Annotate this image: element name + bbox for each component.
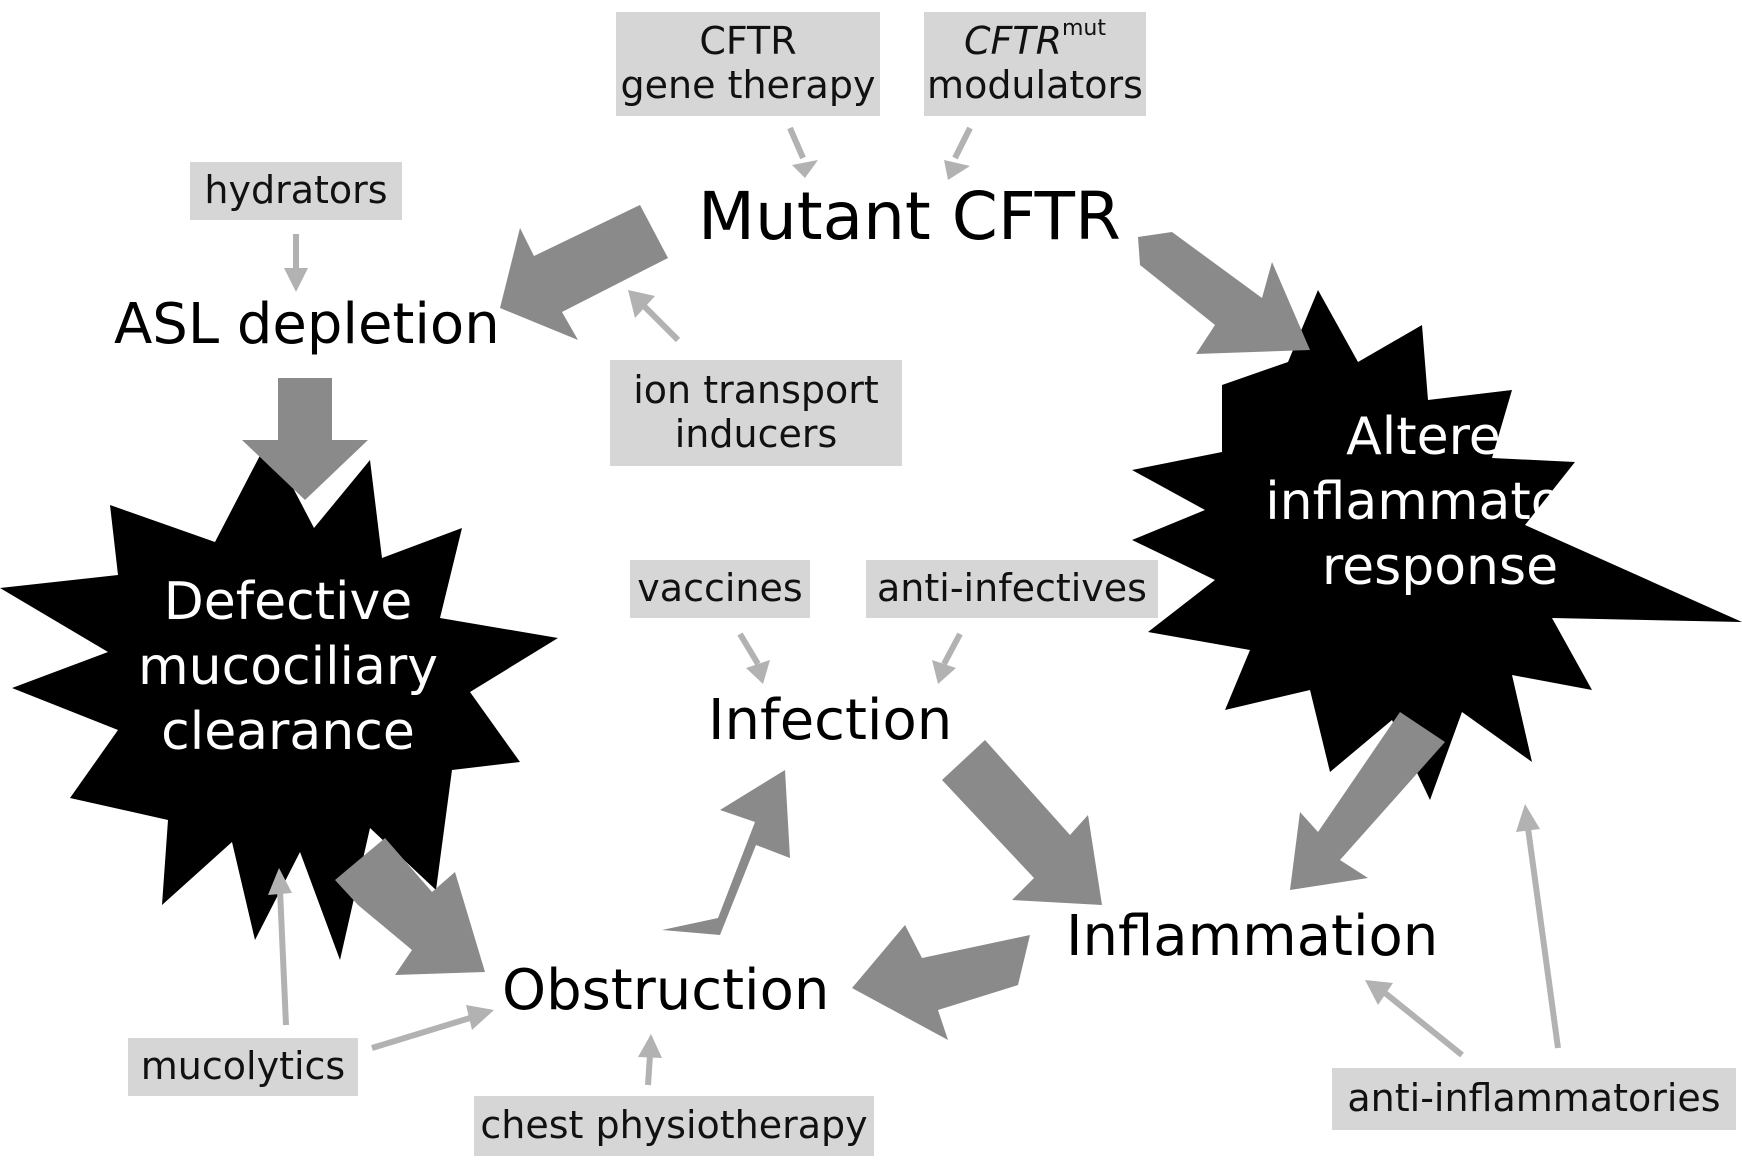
therapy-label-line: CFTR [699, 19, 797, 64]
node-asl-depletion: ASL depletion [114, 292, 500, 357]
node-mutant-cftr: Mutant CFTR [698, 178, 1121, 255]
node-defective-mucociliary-clearance: Defective mucociliary clearance [98, 570, 478, 765]
starburst-label-line: response [1321, 537, 1559, 597]
starburst-label-line: Defective [163, 572, 413, 632]
small-arrows [268, 126, 1561, 1086]
node-obstruction: Obstruction [502, 958, 830, 1023]
therapy-label-line: ion transport [633, 368, 879, 413]
therapy-label-line: gene therapy [620, 63, 876, 107]
therapy-hydrators: hydrators [190, 162, 402, 220]
starburst-label-line: inflammatory [1265, 472, 1615, 532]
therapy-chest-physiotherapy: chest physiotherapy [474, 1096, 874, 1156]
arrow-asl-to-defective [242, 378, 368, 500]
node-infection: Infection [708, 688, 953, 753]
therapy-cftr-gene-therapy: CFTR gene therapy [616, 12, 880, 116]
starburst-label-line: mucociliary [138, 637, 438, 697]
arrow-altered-to-inflammation [1290, 712, 1445, 890]
arrow-defective-to-obstruction [335, 838, 485, 975]
starburst-label-line: clearance [161, 702, 415, 762]
gene-name: CFTR [963, 19, 1062, 64]
therapy-ion-transport-inducers: ion transport inducers [610, 360, 902, 466]
starburst-altered-response [1132, 290, 1742, 800]
superscript-mut: mut [1062, 15, 1106, 41]
arrow-obstruction-to-infection [662, 770, 790, 935]
node-inflammation: Inflammation [1066, 904, 1439, 969]
arrow-inflammation-to-obstruction [852, 925, 1030, 1040]
big-arrows [242, 205, 1445, 1040]
therapy-label-line: CFTRmut [963, 16, 1106, 64]
arrow-mutant-to-asl [500, 205, 668, 340]
therapy-anti-inflammatories: anti-inflammatories [1332, 1068, 1736, 1130]
therapy-anti-infectives: anti-infectives [866, 560, 1158, 618]
therapy-label-line: modulators [927, 63, 1143, 107]
therapy-mucolytics: mucolytics [128, 1038, 358, 1096]
therapy-label-line: inducers [674, 412, 838, 456]
arrow-mutant-to-altered [1138, 232, 1310, 354]
therapy-cftr-mut-modulators: CFTRmut modulators [924, 12, 1146, 116]
arrow-infection-to-inflammation [942, 740, 1102, 905]
starburst-label-line: Altered [1346, 407, 1534, 467]
starburst-defective-clearance [0, 440, 558, 960]
node-altered-inflammatory-response: Altered inflammatory response [1240, 405, 1640, 600]
therapy-vaccines: vaccines [630, 560, 810, 618]
